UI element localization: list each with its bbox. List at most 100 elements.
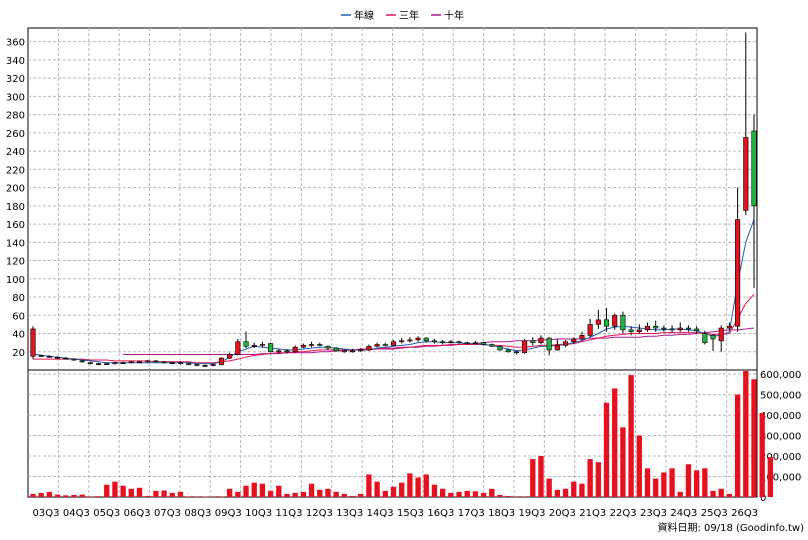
price-tick-label: 100 [6, 275, 25, 286]
volume-tick-label: 500,000 [760, 391, 801, 402]
x-tick-label: 22Q3 [610, 508, 637, 519]
volume-bar [620, 427, 626, 497]
candle-body [300, 345, 306, 348]
price-tick-label: 260 [6, 129, 25, 140]
ma-3y-line [33, 293, 755, 364]
price-tick-label: 140 [6, 238, 25, 249]
candle-body [669, 328, 675, 331]
volume-tick-label: 100,000 [760, 473, 801, 484]
candle-body [685, 327, 692, 330]
x-tick-label: 10Q3 [245, 508, 272, 519]
candle-body [399, 340, 405, 343]
candle-body [636, 329, 642, 332]
price-tick-label: 320 [6, 74, 25, 85]
price-tick-label: 220 [6, 165, 25, 176]
data-date-footer: 資料日期: 09/18 (Goodinfo.tw) [657, 521, 804, 534]
volume-bar [439, 488, 446, 497]
x-tick-label: 24Q3 [670, 508, 697, 519]
volume-bar [186, 496, 192, 497]
candle-body [513, 351, 519, 354]
volume-bar [653, 478, 659, 497]
candle-body [554, 345, 560, 351]
volume-bar [751, 379, 757, 497]
volume-bar [161, 490, 167, 497]
candle-body [136, 361, 143, 364]
candle-body [661, 327, 667, 330]
candle-body [489, 344, 495, 347]
x-tick-label: 21Q3 [579, 508, 606, 519]
volume-bar [661, 472, 667, 497]
volume-bar [431, 484, 438, 497]
x-tick-label: 16Q3 [427, 508, 454, 519]
volume-tick-label: 300,000 [760, 432, 801, 443]
x-tick-label: 17Q3 [458, 508, 485, 519]
candle-body [243, 341, 249, 347]
volume-bar [259, 483, 266, 497]
volume-bar [743, 371, 749, 497]
candle-body [317, 344, 323, 346]
volume-bar [349, 495, 356, 497]
volume-bar [46, 491, 53, 497]
volume-bar [243, 485, 249, 497]
candle-body [677, 327, 683, 331]
candle-body [349, 350, 356, 353]
volume-bar [358, 493, 364, 497]
volume-bar [505, 495, 511, 497]
price-tick-label: 240 [6, 147, 25, 158]
price-tick-label: 340 [6, 56, 25, 67]
candle-body [259, 344, 265, 346]
x-tick-label: 05Q3 [93, 508, 120, 519]
candle-body [218, 357, 224, 365]
volume-bar [218, 496, 225, 497]
price-tick-label: 80 [12, 293, 25, 304]
volume-tick-label: 200,000 [760, 452, 801, 463]
volume-bar [202, 496, 208, 498]
volume-bar [276, 485, 282, 497]
volume-bar [169, 492, 175, 497]
volume-bar [79, 494, 85, 497]
candle-body [382, 344, 388, 346]
volume-bar [612, 388, 618, 497]
x-tick-label: 23Q3 [640, 508, 667, 519]
candle-body [743, 137, 749, 211]
candle-body [481, 342, 487, 345]
volume-bar [300, 491, 307, 497]
volume-bar [87, 496, 94, 497]
x-tick-label: 12Q3 [306, 508, 333, 519]
candle-body [292, 346, 298, 353]
candle-body [79, 360, 85, 363]
volume-bar [366, 474, 372, 497]
volume-bars [30, 371, 774, 498]
x-tick-label: 20Q3 [549, 508, 576, 519]
volume-bar [333, 491, 339, 497]
x-tick-label: 25Q3 [701, 508, 728, 519]
x-tick-label: 07Q3 [154, 508, 181, 519]
volume-bar [595, 462, 601, 497]
candle-body [694, 328, 700, 332]
candle-body [128, 361, 134, 364]
volume-bar [734, 394, 741, 497]
candle-body [46, 356, 52, 358]
candle-body [194, 364, 200, 366]
volume-bar [194, 496, 200, 497]
candle-body [145, 360, 151, 363]
volume-bar [267, 490, 274, 497]
x-tick-label: 15Q3 [397, 508, 424, 519]
candle-body [456, 341, 462, 344]
ma-year-line [32, 219, 755, 365]
legend-label-3y: 三年 [399, 9, 419, 22]
volume-bar [530, 459, 536, 497]
volume-bar [153, 490, 159, 497]
candle-body [161, 361, 167, 364]
volume-bar [292, 492, 298, 497]
candle-body [177, 362, 184, 365]
candle-body [751, 130, 757, 207]
volume-bar [423, 474, 429, 497]
legend: 年線 三年 十年 [341, 9, 464, 22]
candle-body [522, 340, 528, 353]
candle-body [210, 364, 216, 366]
price-tick-label: 200 [6, 184, 25, 195]
volume-bar [407, 473, 413, 497]
candle-body [423, 337, 429, 342]
